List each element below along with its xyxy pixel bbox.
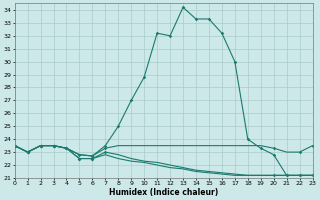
X-axis label: Humidex (Indice chaleur): Humidex (Indice chaleur)	[109, 188, 218, 197]
